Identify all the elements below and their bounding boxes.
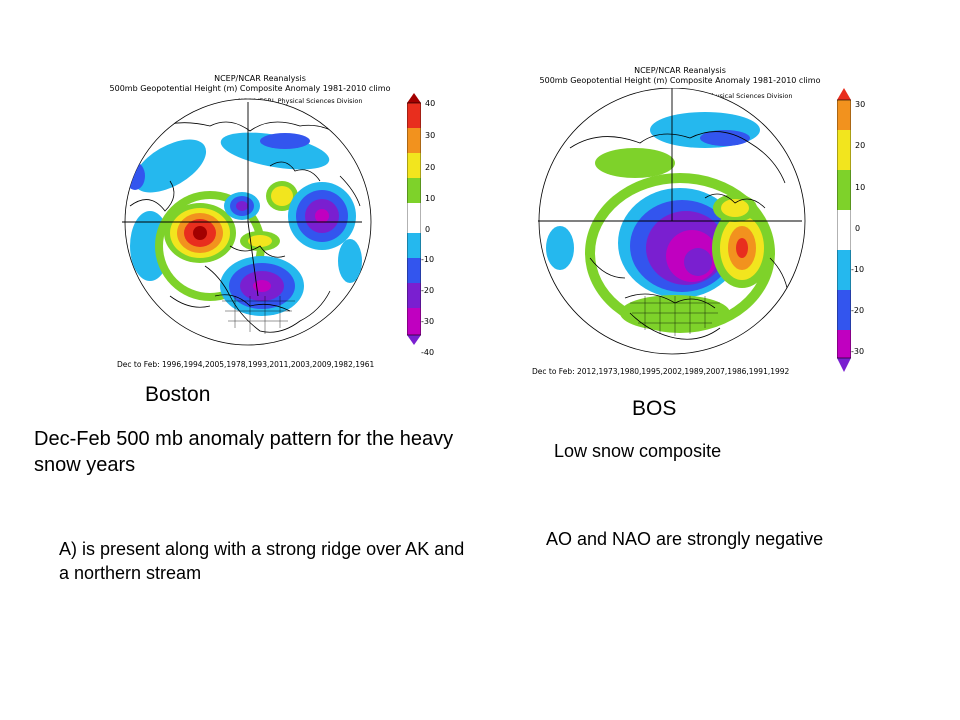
right-cb-tick-0: 0 — [855, 224, 861, 233]
left-cb-tick-10: 10 — [425, 194, 436, 203]
left-caption: Boston — [145, 383, 211, 406]
left-cb-tick-30: 30 — [425, 131, 436, 140]
left-cb-tick-m30: -30 — [421, 317, 435, 326]
left-note: A) is present along with a strong ridge … — [59, 539, 465, 583]
right-anomaly-map — [538, 88, 806, 355]
right-cb-tick-m20: -20 — [851, 306, 865, 315]
right-cb-tick-10: 10 — [855, 183, 866, 192]
right-cb-tick-30: 30 — [855, 100, 866, 109]
left-cb-tick-m40: -40 — [421, 348, 435, 357]
left-cb-tick-m10: -10 — [421, 255, 435, 264]
left-map-title-2: 500mb Geopotential Height (m) Composite … — [109, 84, 391, 93]
right-cb-tick-20: 20 — [855, 141, 866, 150]
right-map-title-1: NCEP/NCAR Reanalysis — [634, 66, 726, 75]
left-map-title-1: NCEP/NCAR Reanalysis — [214, 74, 306, 83]
right-years: Dec to Feb: 2012,1973,1980,1995,2002,198… — [532, 367, 790, 376]
right-map-credit: NOAA/ESRL Physical Sciences Division — [668, 92, 793, 100]
left-cb-tick-20: 20 — [425, 163, 436, 172]
left-years: Dec to Feb: 1996,1994,2005,1978,1993,201… — [117, 360, 375, 369]
right-note: AO and NAO are strongly negative — [546, 529, 824, 549]
left-cb-tick-40: 40 — [425, 99, 436, 108]
right-colorbar: 30 20 10 0 -10 -20 -30 — [837, 88, 882, 378]
left-cb-tick-0: 0 — [425, 225, 431, 234]
left-description: Dec-Feb 500 mb anomaly pattern for the h… — [34, 428, 454, 476]
right-cb-tick-m10: -10 — [851, 265, 865, 274]
left-cb-tick-m20: -20 — [421, 286, 435, 295]
left-colorbar: 40 30 20 10 0 -10 -20 -30 -40 — [407, 93, 452, 363]
right-map-title-2: 500mb Geopotential Height (m) Composite … — [539, 76, 821, 85]
right-description: Low snow composite — [554, 441, 722, 461]
left-map-credit: NOAA/ESRL Physical Sciences Division — [238, 97, 363, 105]
left-anomaly-map — [122, 98, 372, 346]
right-caption: BOS — [632, 397, 677, 420]
right-cb-tick-m30: -30 — [851, 347, 865, 356]
